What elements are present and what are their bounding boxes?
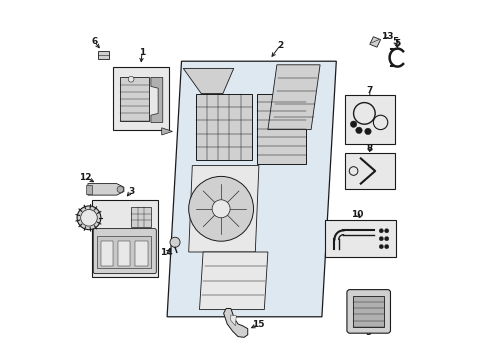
Text: 12: 12 (79, 173, 91, 182)
Circle shape (77, 206, 101, 230)
FancyBboxPatch shape (346, 289, 390, 333)
Text: 11: 11 (108, 213, 121, 222)
Bar (101, 241, 113, 266)
Circle shape (384, 237, 388, 241)
Bar (91, 200, 158, 277)
Circle shape (128, 76, 134, 82)
Circle shape (384, 244, 388, 249)
Text: 3: 3 (128, 187, 134, 196)
Polygon shape (267, 65, 320, 130)
Circle shape (170, 237, 180, 247)
Circle shape (384, 229, 388, 233)
Text: 4: 4 (149, 123, 156, 132)
Circle shape (188, 176, 253, 241)
Bar (131, 207, 151, 227)
Text: 10: 10 (351, 210, 363, 219)
Bar (86, 185, 91, 194)
Text: 5: 5 (392, 37, 398, 46)
Circle shape (364, 128, 370, 135)
Bar (98, 51, 108, 59)
Bar (97, 236, 151, 268)
FancyBboxPatch shape (93, 229, 156, 274)
Text: 13: 13 (380, 32, 393, 41)
Bar (120, 77, 149, 121)
Polygon shape (223, 309, 247, 337)
Polygon shape (369, 37, 380, 47)
Polygon shape (230, 315, 236, 326)
Polygon shape (162, 128, 172, 135)
Polygon shape (188, 166, 258, 252)
Text: 7: 7 (366, 86, 372, 95)
Polygon shape (199, 252, 267, 310)
Bar (257, 94, 305, 164)
Circle shape (212, 200, 230, 218)
Text: 5: 5 (393, 40, 400, 49)
Polygon shape (151, 77, 163, 122)
Bar (113, 67, 168, 130)
Circle shape (378, 237, 383, 241)
Circle shape (349, 121, 356, 127)
Bar (135, 241, 147, 266)
Circle shape (378, 229, 383, 233)
Text: 2: 2 (277, 41, 283, 50)
Circle shape (81, 210, 97, 226)
Bar (344, 153, 394, 189)
Text: 9: 9 (365, 328, 371, 337)
Bar (196, 94, 251, 160)
Bar (325, 220, 395, 257)
Text: 15: 15 (251, 320, 264, 329)
Circle shape (117, 186, 123, 193)
Circle shape (378, 244, 383, 249)
Bar (353, 296, 383, 327)
Bar (118, 241, 130, 266)
Circle shape (355, 127, 362, 134)
Bar (344, 95, 394, 144)
Text: 14: 14 (160, 248, 172, 257)
Polygon shape (183, 68, 233, 94)
Text: 6: 6 (91, 37, 97, 46)
Text: 1: 1 (139, 48, 145, 57)
Polygon shape (167, 61, 336, 317)
Text: 8: 8 (366, 144, 372, 153)
Polygon shape (88, 184, 123, 195)
